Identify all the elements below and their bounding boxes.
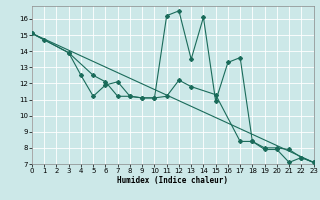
X-axis label: Humidex (Indice chaleur): Humidex (Indice chaleur) <box>117 176 228 185</box>
